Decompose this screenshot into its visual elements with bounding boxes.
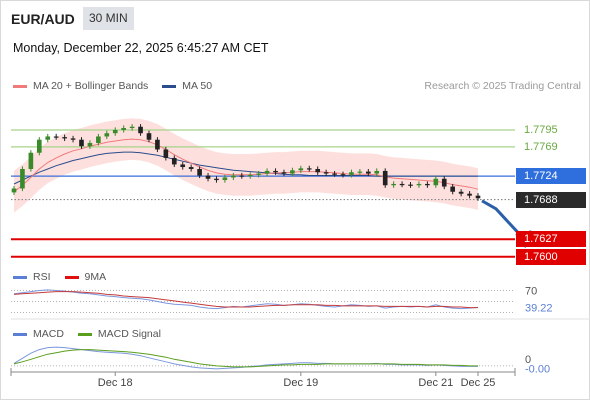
candle-body xyxy=(155,139,160,150)
candle-body xyxy=(146,133,152,140)
candle-body xyxy=(222,177,228,181)
rsi-9ma-line xyxy=(13,291,478,309)
candle-body xyxy=(112,129,118,134)
candle-body xyxy=(214,178,219,181)
candle-body xyxy=(306,168,312,170)
ma20-swatch xyxy=(13,84,27,88)
candle-body xyxy=(180,164,186,168)
candle-body xyxy=(281,172,287,174)
macd-legend: MACD MACD Signal xyxy=(13,328,161,340)
candle-body xyxy=(171,157,177,165)
candle-body xyxy=(290,170,295,174)
price-tag-1.7795: 1.7795 xyxy=(524,123,558,136)
candle-body xyxy=(20,168,25,189)
rsi-swatch xyxy=(13,275,27,279)
macd-swatch xyxy=(13,332,27,336)
x-tick-label: Dec 18 xyxy=(97,377,133,389)
forecast-arrow xyxy=(481,199,525,240)
price-tag-1.7724: 1.7724 xyxy=(516,168,586,185)
rsi-9ma-swatch xyxy=(64,275,79,279)
macd-tick-label: 0 xyxy=(525,354,531,366)
rsi-panel: 70 39.22 xyxy=(11,286,590,320)
ma50-swatch xyxy=(162,84,177,88)
candle-body xyxy=(416,183,422,186)
candle-body xyxy=(79,139,84,147)
candle-body xyxy=(197,168,202,176)
candle-body xyxy=(62,137,67,139)
price-legend: MA 20 + Bollinger Bands MA 50 xyxy=(13,80,212,92)
candle-body xyxy=(399,183,405,186)
candle-body xyxy=(104,133,110,137)
candle-body xyxy=(121,128,126,130)
rsi-tick-label: 70 xyxy=(525,286,537,298)
price-tag-1.7600: 1.7600 xyxy=(516,248,586,265)
time-axis xyxy=(10,368,516,376)
bollinger-band xyxy=(14,118,478,213)
macd-tick-label: -0.00 xyxy=(525,364,550,376)
ma50-legend-label: MA 50 xyxy=(182,80,213,92)
candle-body xyxy=(231,175,236,178)
rsi-tick-label: 39.22 xyxy=(525,302,553,314)
candle-body xyxy=(138,126,143,134)
price-panel xyxy=(11,118,532,258)
candle-body xyxy=(332,173,337,175)
candle-body xyxy=(188,167,194,169)
candle-body xyxy=(467,193,472,196)
candle-body xyxy=(129,126,135,129)
candle-body xyxy=(87,142,93,147)
candle-body xyxy=(315,168,321,173)
macd-panel: 0-0.00 xyxy=(11,346,550,376)
candle-body xyxy=(239,175,245,177)
candle-body xyxy=(340,174,346,176)
timeframe-badge[interactable]: 30 MIN xyxy=(83,7,134,30)
candle-body xyxy=(163,149,169,158)
candle-body xyxy=(425,183,430,186)
x-tick-label: Dec 25 xyxy=(460,377,496,389)
price-tag-1.7688: 1.7688 xyxy=(516,191,586,208)
candle-body xyxy=(70,138,76,140)
candle-body xyxy=(450,186,456,192)
candle-body xyxy=(264,170,270,174)
candle-body xyxy=(28,152,34,169)
candle-body xyxy=(433,178,439,186)
ma20-legend-label: MA 20 + Bollinger Bands xyxy=(33,80,149,92)
macd-signal-swatch xyxy=(77,332,92,336)
candle-body xyxy=(256,173,261,175)
candle-body xyxy=(408,184,413,186)
candle-body xyxy=(441,178,447,187)
candle-body xyxy=(53,136,59,138)
candle-body xyxy=(349,172,354,175)
candle-body xyxy=(36,139,42,153)
macd-legend-label: MACD xyxy=(33,328,64,340)
rsi-9ma-legend-label: 9MA xyxy=(84,271,107,283)
ma50-line xyxy=(13,151,478,185)
x-tick-label: Dec 19 xyxy=(283,377,319,389)
candle-body xyxy=(382,170,388,186)
symbol-label: EUR/AUD xyxy=(11,11,75,27)
rsi-legend: RSI 9MA xyxy=(13,271,106,283)
price-tag-1.7627: 1.7627 xyxy=(516,231,586,248)
timestamp: Monday, December 22, 2025 6:45:27 AM CET xyxy=(13,41,269,55)
candle-body xyxy=(11,188,17,193)
candle-body xyxy=(45,136,51,140)
candle-body xyxy=(374,170,380,174)
macd-signal-line xyxy=(13,349,478,368)
candle-body xyxy=(298,168,304,171)
candle-body xyxy=(357,171,363,173)
candle-body xyxy=(391,183,396,186)
candle-body xyxy=(273,170,278,173)
candle-body xyxy=(458,191,464,194)
candle-body xyxy=(96,136,101,143)
macd-signal-legend-label: MACD Signal xyxy=(97,328,161,340)
candle-body xyxy=(247,174,253,177)
candle-body xyxy=(475,195,481,199)
copyright-note: Research © 2025 Trading Central xyxy=(424,80,581,92)
price-tag-1.7769: 1.7769 xyxy=(524,140,558,153)
candle-body xyxy=(205,175,211,179)
x-tick-label: Dec 21 xyxy=(418,377,454,389)
candle-body xyxy=(366,171,371,174)
rsi-legend-label: RSI xyxy=(33,271,51,283)
candle-body xyxy=(323,172,329,174)
